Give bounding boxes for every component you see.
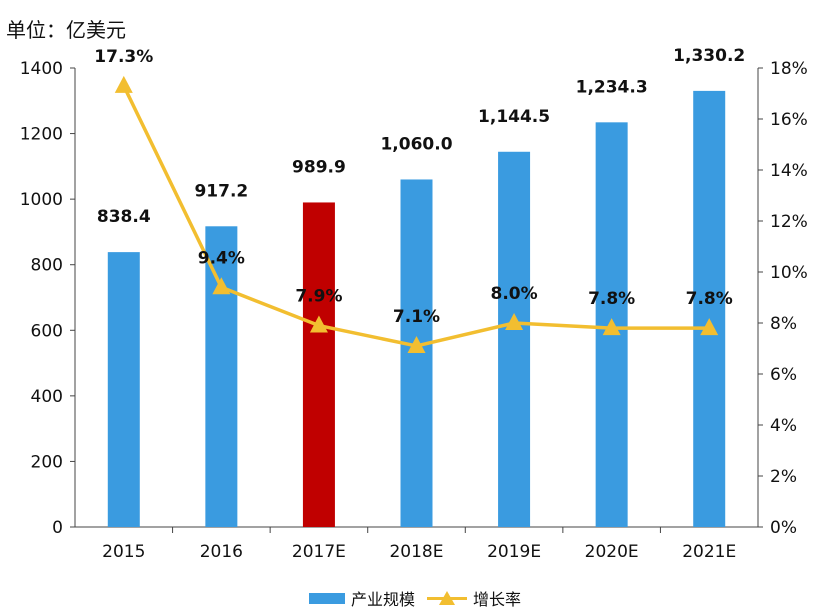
right-tick-label: 8% [770, 314, 797, 334]
bar [302, 202, 335, 527]
legend: 产业规模 增长率 [0, 586, 830, 610]
x-tick-label: 2020E [585, 542, 639, 562]
left-tick-label: 1200 [20, 125, 63, 145]
left-tick-label: 400 [31, 387, 63, 407]
chart-area: 0 200 400 600 800 1000 1200 1400 0% 2% 4% 6% 8% 10% 12… [20, 46, 808, 562]
unit-label: 单位：亿美元 [6, 18, 126, 42]
rate-value-label: 7.8% [588, 289, 635, 309]
bar-value-label: 1,144.5 [478, 107, 550, 127]
bar-value-label: 1,330.2 [673, 46, 745, 66]
growth-rate-marker [114, 75, 133, 93]
right-tick-label: 12% [770, 212, 808, 232]
right-tick-label: 4% [770, 416, 797, 436]
bar [693, 90, 726, 527]
bar [205, 226, 238, 527]
legend-label-line: 增长率 [473, 590, 522, 609]
bar-value-label: 838.4 [97, 207, 151, 227]
rate-value-label: 7.8% [686, 289, 733, 309]
x-tick-label: 2021E [682, 542, 736, 562]
left-tick-label: 800 [31, 256, 63, 276]
left-tick-label: 200 [31, 452, 63, 472]
right-tick-label: 16% [770, 110, 808, 130]
legend-swatch-bar [308, 592, 345, 604]
x-tick-label: 2015 [102, 542, 145, 562]
bar-value-label: 1,234.3 [576, 77, 648, 97]
x-tick-label: 2019E [487, 542, 541, 562]
bar-value-label: 989.9 [292, 157, 346, 177]
legend-label-bar: 产业规模 [350, 590, 415, 609]
legend-swatch-line [427, 591, 467, 605]
right-tick-label: 2% [770, 467, 797, 487]
right-tick-label: 6% [770, 365, 797, 385]
bar [498, 151, 531, 527]
rate-value-label: 7.9% [295, 287, 342, 307]
x-tick-label: 2017E [292, 542, 346, 562]
bar-value-label: 917.2 [194, 181, 248, 201]
legend-item-bar: 产业规模 [308, 586, 415, 610]
rate-value-label: 7.1% [393, 307, 440, 327]
left-tick-label: 1000 [20, 190, 63, 210]
growth-rate-marker [212, 277, 231, 295]
left-tick-label: 0 [52, 518, 63, 538]
right-tick-label: 10% [770, 263, 808, 283]
growth-rate-marker [309, 315, 328, 333]
right-tick-label: 0% [770, 518, 797, 538]
growth-rate-marker [602, 318, 621, 336]
right-tick-label: 14% [770, 161, 808, 181]
growth-rate-marker [700, 318, 719, 336]
right-tick-label: 18% [770, 59, 808, 79]
left-tick-label: 600 [31, 321, 63, 341]
growth-rate-marker [505, 313, 524, 330]
bar-value-label: 1,060.0 [380, 134, 452, 154]
x-tick-label: 2016 [200, 542, 243, 562]
x-tick-label: 2018E [389, 542, 443, 562]
rate-value-label: 8.0% [490, 284, 537, 304]
legend-item-line: 增长率 [427, 586, 521, 610]
bar [107, 252, 140, 527]
growth-rate-marker [407, 335, 426, 353]
rate-value-label: 17.3% [94, 47, 153, 67]
left-tick-label: 1400 [20, 59, 63, 79]
rate-value-label: 9.4% [198, 248, 245, 268]
bar [400, 179, 433, 527]
